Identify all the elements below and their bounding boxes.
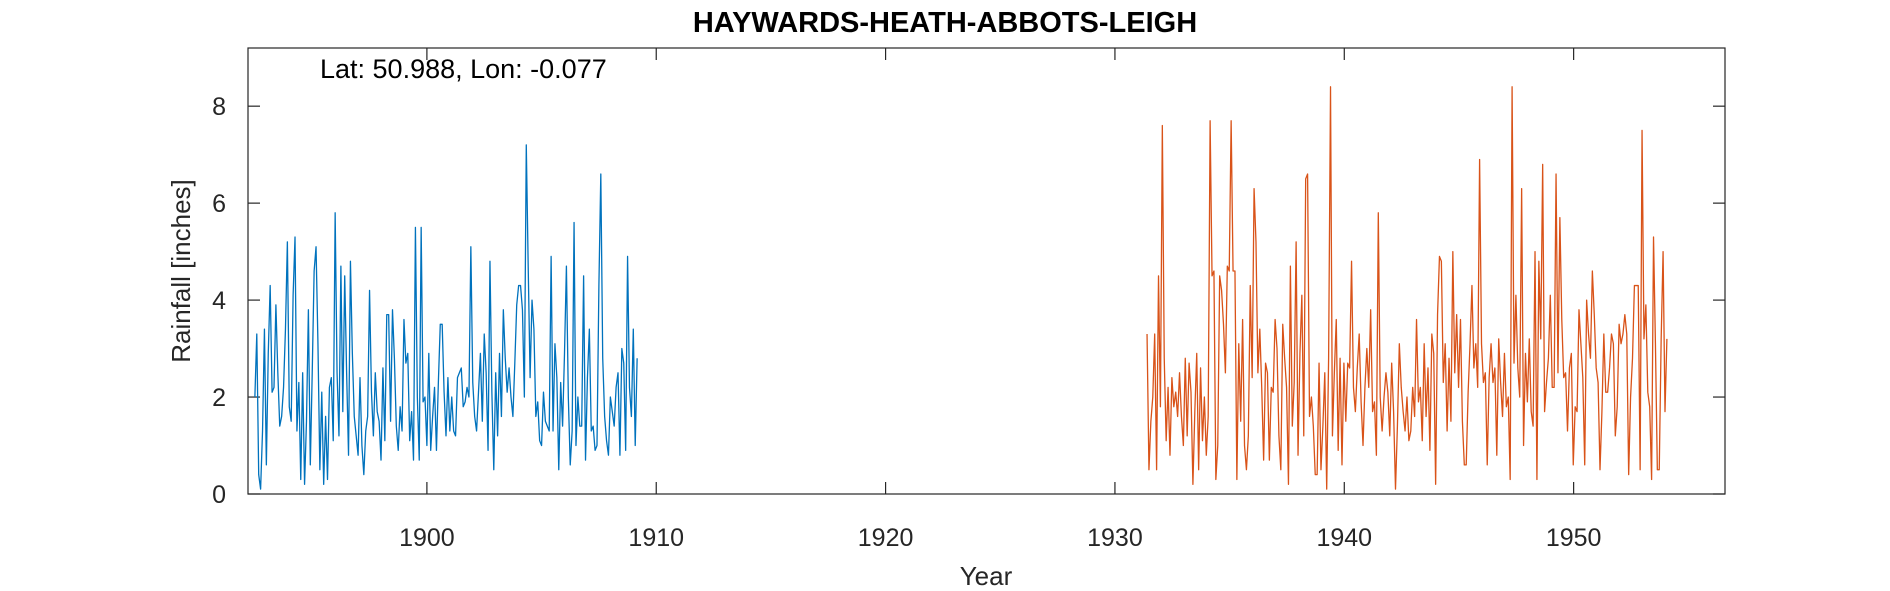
series-layer xyxy=(254,86,1668,490)
lat-lon-annotation: Lat: 50.988, Lon: -0.077 xyxy=(320,54,607,84)
x-tick-label: 1940 xyxy=(1316,524,1372,552)
y-axis-label: Rainfall [inches] xyxy=(166,179,196,363)
x-tick-label: 1930 xyxy=(1087,524,1143,552)
y-tick-label: 8 xyxy=(212,93,226,121)
series-line-2 xyxy=(1146,86,1668,490)
x-tick-label: 1910 xyxy=(628,524,684,552)
x-axis-label: Year xyxy=(960,561,1013,591)
y-tick-label: 4 xyxy=(212,287,226,315)
axis-ticks: 1900 1910 1920 1930 1940 1950 0 2 4 6 8 xyxy=(212,48,1725,552)
x-tick-label: 1950 xyxy=(1546,524,1602,552)
y-tick-label: 0 xyxy=(212,481,226,509)
y-tick-label: 6 xyxy=(212,190,226,218)
x-tick-label: 1920 xyxy=(858,524,914,552)
chart-title: HAYWARDS-HEATH-ABBOTS-LEIGH xyxy=(692,7,1198,39)
x-tick-label: 1900 xyxy=(399,524,455,552)
series-line-1 xyxy=(254,144,638,490)
plot-frame xyxy=(247,47,1726,495)
y-tick-label: 2 xyxy=(212,384,226,412)
